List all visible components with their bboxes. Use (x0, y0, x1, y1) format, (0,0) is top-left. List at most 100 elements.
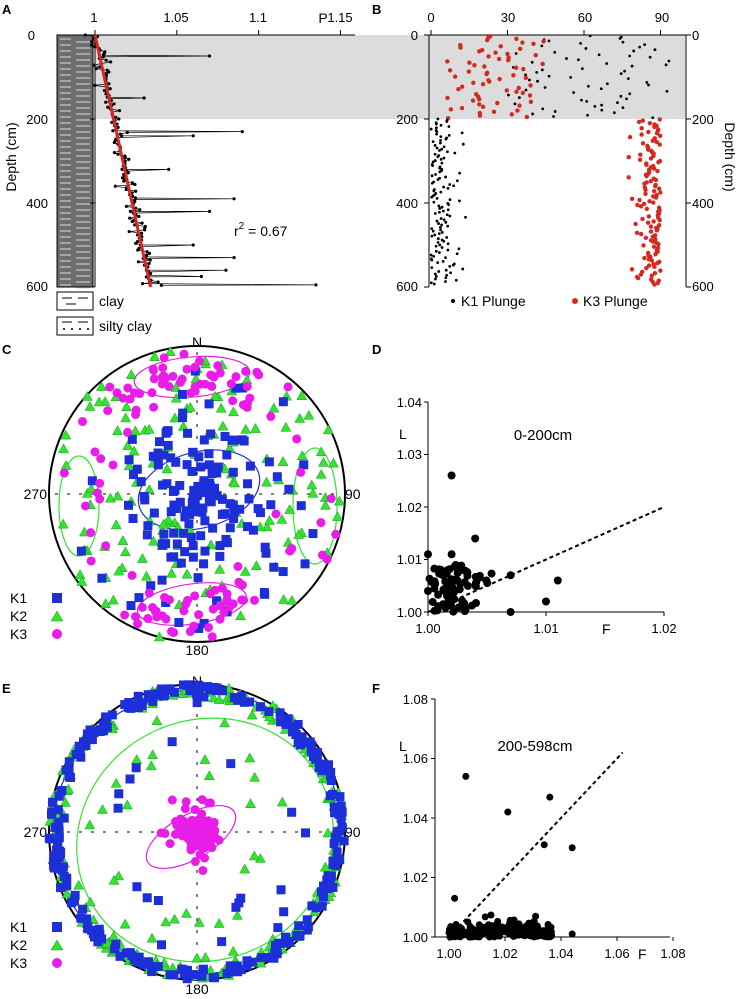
k3-circle (144, 588, 154, 598)
b-k3-point (626, 175, 631, 180)
b-k1-point (593, 105, 597, 108)
b-k1-point (442, 185, 445, 189)
b-k3-point (638, 204, 644, 209)
a-data-point (232, 256, 236, 260)
a-ticks (90, 30, 341, 288)
b-k1-point (460, 131, 464, 135)
b-k1-point (435, 126, 438, 130)
b-k1-point (454, 278, 458, 282)
e-south-label: 180 (185, 981, 209, 997)
b-k3-point (651, 239, 656, 244)
shaded-band-0-200 (95, 35, 685, 119)
f-ticks (431, 698, 674, 941)
k2-triangle (284, 504, 296, 514)
f-y-tick-label: 1.08 (403, 692, 428, 707)
b-k1-point (447, 125, 451, 128)
k1-square (181, 506, 191, 516)
k2-triangle (121, 401, 133, 412)
k1-square (124, 698, 134, 708)
b-k3-point (506, 58, 511, 63)
k2-triangle (57, 518, 69, 529)
k1-square (227, 435, 237, 445)
f-data-point (475, 921, 483, 929)
k3-circle (129, 388, 139, 398)
k1-square (179, 528, 189, 538)
b-k1-point (429, 253, 433, 257)
k2-triangle (146, 932, 158, 943)
silty-swatch-dot (87, 328, 89, 330)
k3-circle (215, 368, 225, 378)
a-data-point (224, 268, 228, 272)
b-k3-point (497, 76, 502, 82)
b-k1-point (458, 199, 461, 203)
k2-triangle (100, 598, 112, 608)
b-k1-point (618, 36, 622, 40)
c-legend-k3-marker (52, 629, 62, 639)
d-data-point (442, 569, 451, 578)
k1-square (153, 896, 163, 906)
k1-square (169, 528, 179, 538)
k2-triangle (96, 381, 107, 391)
k3-circle (118, 393, 128, 403)
b-k1-point (438, 225, 442, 229)
b-k1-point (434, 277, 437, 281)
k1-square (169, 687, 179, 697)
k3-circle (200, 853, 210, 863)
k2-triangle (229, 477, 241, 488)
k1-square (168, 486, 178, 496)
k1-square (159, 691, 169, 701)
k3-circle (149, 402, 159, 412)
b-k3-point (521, 66, 526, 72)
k2-triangle (219, 717, 231, 728)
k1-square (161, 598, 171, 608)
b-k3-point (467, 60, 472, 65)
a-data-point (127, 229, 131, 234)
k1-square (126, 601, 136, 611)
k2-triangle (213, 918, 225, 928)
k3-circle (190, 362, 200, 372)
b-k1-point (576, 58, 580, 62)
b-k1-point (441, 209, 445, 213)
d-data-point (447, 471, 456, 480)
k3-circle (159, 353, 169, 363)
b-k3-point (648, 156, 654, 161)
b-k3-point (638, 272, 644, 277)
b-k3-point (643, 191, 648, 196)
k1-square (239, 436, 249, 446)
b-k3-point (470, 98, 476, 103)
b-k1-point (626, 77, 630, 81)
k1-square (199, 435, 209, 445)
k1-square (301, 828, 311, 838)
k1-square (115, 951, 125, 961)
k2-triangle (123, 460, 135, 471)
k1-square (233, 695, 243, 705)
k1-square (312, 747, 322, 757)
k3-circle (148, 364, 158, 374)
b-k3-point (639, 132, 644, 137)
k1-square (184, 519, 194, 529)
b-k1-point (440, 246, 444, 249)
lithology-pattern (60, 38, 90, 289)
k3-circle (123, 383, 133, 393)
a-data-point (199, 274, 203, 279)
k3-circle (183, 595, 193, 605)
k1-square (198, 964, 208, 974)
k1-square (308, 529, 318, 539)
k1-square (272, 949, 282, 959)
b-k3-point (658, 190, 663, 195)
k1-square (194, 452, 204, 462)
b-k1-point (446, 186, 450, 190)
b-k1-point (435, 130, 439, 134)
b-k1-point (431, 164, 434, 168)
b-k3-point (459, 84, 465, 89)
b-k1-point (628, 92, 632, 96)
k1-square (302, 915, 312, 925)
k2-triangle (227, 945, 239, 956)
k3-circle (331, 529, 341, 539)
k3-circle (95, 494, 105, 504)
b-k1-point (580, 98, 583, 102)
b-right-y-tick-label: 0 (692, 28, 699, 43)
a-data-point (138, 208, 142, 212)
k3-circle (266, 412, 276, 422)
